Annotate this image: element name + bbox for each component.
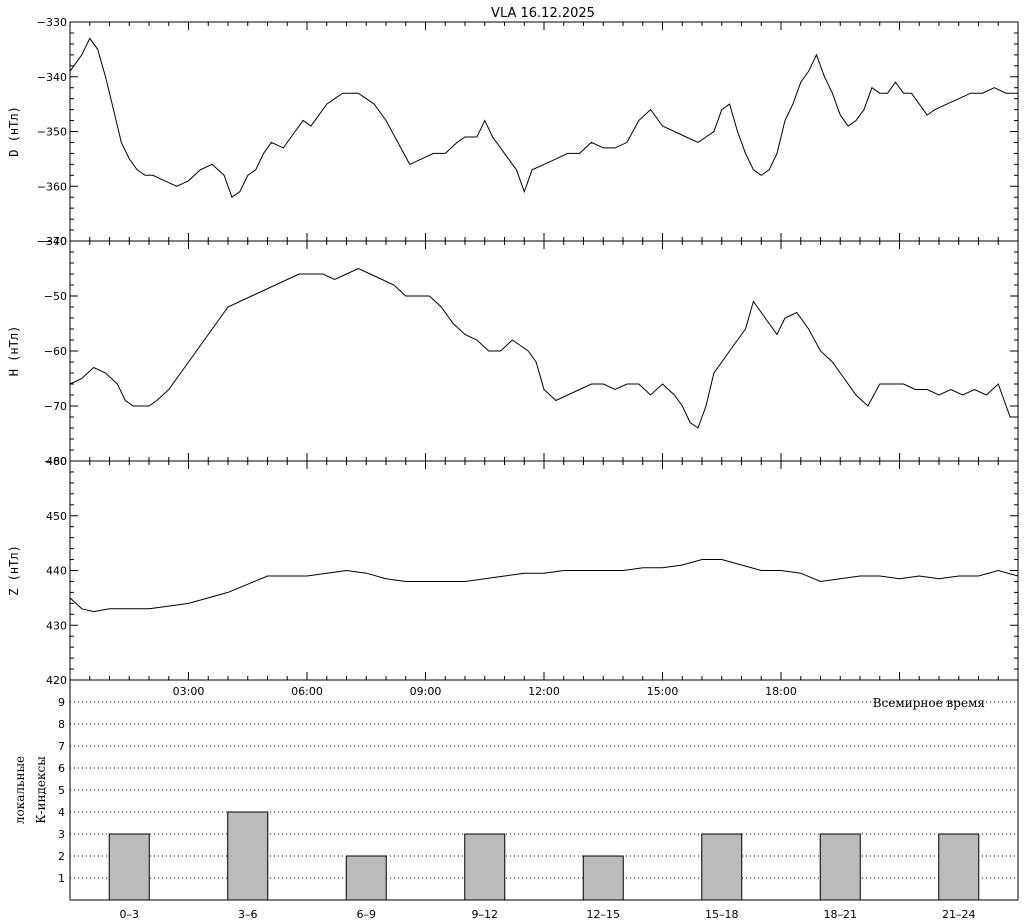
- x-axis-label: Всемирное время: [873, 696, 985, 710]
- x-tick-label: 09:00: [410, 685, 442, 698]
- x-tick-label: 12–15: [587, 908, 621, 921]
- y-tick-label: 440: [46, 565, 67, 578]
- x-tick-label: 18–21: [824, 908, 858, 921]
- k-index-bar: [108, 833, 150, 901]
- y-tick-label: 5: [58, 784, 65, 797]
- series-line-3: [69, 559, 1019, 613]
- k-index-bar: [345, 855, 387, 901]
- y-tick-label: −50: [44, 290, 67, 303]
- y-axis-label: H (нТл): [7, 326, 21, 377]
- x-tick-label: 15:00: [647, 685, 679, 698]
- x-tick-label: 0–3: [120, 908, 140, 921]
- series-line-1: [69, 37, 1018, 198]
- y-tick-label: −370: [37, 235, 67, 248]
- y-tick-label: 460: [46, 455, 67, 468]
- y-tick-label: −330: [37, 16, 67, 29]
- series-line-2: [69, 267, 1018, 429]
- y-tick-label: −70: [44, 400, 67, 413]
- y-axis-label: К-индексы: [34, 756, 48, 824]
- y-tick-label: −60: [44, 345, 67, 358]
- x-tick-label: 15–18: [705, 908, 739, 921]
- k-index-bar: [464, 833, 506, 901]
- y-tick-label: 9: [58, 696, 65, 709]
- y-tick-label: −340: [37, 71, 67, 84]
- panel-frame-3: [69, 460, 1019, 681]
- x-tick-label: 3–6: [238, 908, 258, 921]
- y-tick-label: 8: [58, 718, 65, 731]
- y-tick-label: 6: [58, 762, 65, 775]
- y-tick-label: 2: [58, 850, 65, 863]
- y-axis-label-secondary: локальные: [13, 756, 27, 824]
- y-tick-label: −360: [37, 180, 67, 193]
- y-tick-label: −350: [37, 126, 67, 139]
- y-tick-label: 1: [58, 872, 65, 885]
- y-tick-label: 420: [46, 674, 67, 687]
- x-tick-label: 18:00: [765, 685, 797, 698]
- k-index-bar: [701, 833, 743, 901]
- x-tick-label: 03:00: [173, 685, 205, 698]
- y-tick-label: 4: [58, 806, 65, 819]
- y-axis-label: D (нТл): [7, 106, 21, 157]
- k-index-bar: [819, 833, 861, 901]
- panel-frame-1: [69, 21, 1019, 242]
- y-tick-label: 3: [58, 828, 65, 841]
- y-tick-label: −40: [44, 235, 67, 248]
- y-tick-label: 450: [46, 510, 67, 523]
- x-tick-label: 06:00: [291, 685, 323, 698]
- x-tick-label: 21–24: [942, 908, 976, 921]
- k-index-bar: [227, 811, 269, 901]
- y-tick-label: 430: [46, 619, 67, 632]
- panel-frame-2: [69, 240, 1019, 462]
- x-tick-label: 9–12: [472, 908, 499, 921]
- x-tick-label: 12:00: [528, 685, 560, 698]
- k-index-bar: [582, 855, 624, 901]
- y-tick-label: −80: [44, 455, 67, 468]
- y-axis-label: Z (нТл): [7, 545, 21, 596]
- chart-title: VLA 16.12.2025: [491, 6, 595, 21]
- k-index-bar: [938, 833, 980, 901]
- x-tick-label: 6–9: [357, 908, 377, 921]
- y-tick-label: 7: [58, 740, 65, 753]
